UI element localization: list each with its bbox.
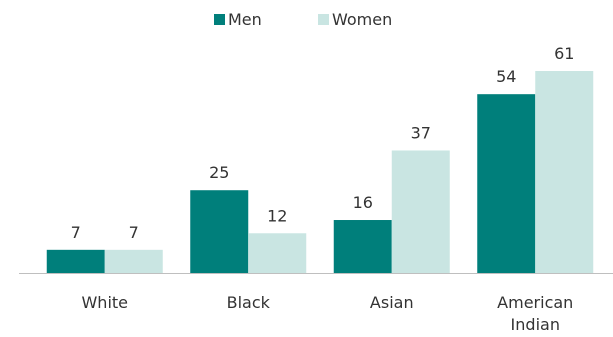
bar-women-asian <box>391 150 450 273</box>
data-label-men-american-indian: 54 <box>496 67 516 86</box>
bar-men-black <box>190 190 249 273</box>
bar-women-black <box>248 233 307 273</box>
data-label-women-asian: 37 <box>411 123 431 142</box>
bar-women-white <box>104 249 163 273</box>
bar-men-american-indian <box>477 94 536 273</box>
legend-label-men: Men <box>228 10 262 29</box>
bar-women-american-indian <box>535 71 594 273</box>
category-label-asian: Asian <box>370 293 414 312</box>
category-label-american-indian: American Indian <box>497 293 573 334</box>
category-labels: White Black Asian American Indian <box>81 293 573 334</box>
category-label-white: White <box>81 293 128 312</box>
data-label-women-white: 7 <box>129 223 139 242</box>
data-label-women-black: 12 <box>267 206 287 225</box>
legend-swatch-men <box>214 14 225 25</box>
legend-swatch-women <box>318 14 329 25</box>
value-labels: 7 7 25 12 16 37 54 61 <box>71 44 575 242</box>
bars <box>46 71 594 273</box>
data-label-men-asian: 16 <box>353 193 373 212</box>
category-label-black: Black <box>227 293 271 312</box>
bar-men-asian <box>333 220 392 273</box>
bar-men-white <box>46 249 105 273</box>
data-label-men-black: 25 <box>209 163 229 182</box>
legend: Men Women <box>214 10 392 29</box>
data-label-women-american-indian: 61 <box>554 44 574 63</box>
data-label-men-white: 7 <box>71 223 81 242</box>
legend-label-women: Women <box>332 10 392 29</box>
